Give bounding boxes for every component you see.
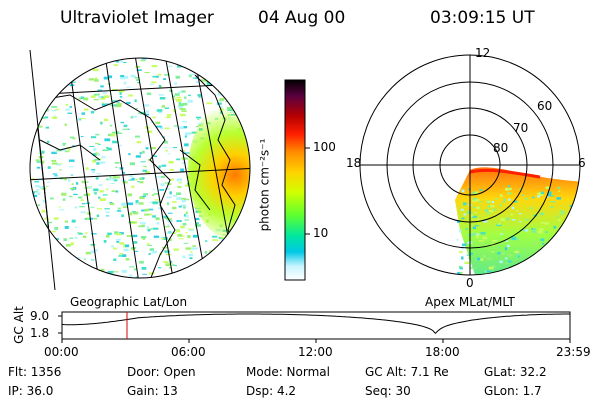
apex-caption: Apex MLat/MLT <box>425 295 515 309</box>
mlat-label-70: 70 <box>513 121 529 135</box>
mlat-label-60: 60 <box>537 99 553 113</box>
info-glon: GLon: 1.7 <box>484 384 542 398</box>
altitude-x-ticks <box>58 315 571 343</box>
altitude-ytick-9: 9.0 <box>30 309 50 323</box>
info-dsp: Dsp: 4.2 <box>246 384 297 398</box>
geographic-image <box>30 58 250 278</box>
time-label: 03:09:15 UT <box>430 8 535 28</box>
mlt-label-12: 12 <box>475 46 491 60</box>
info-gain: Gain: 13 <box>127 384 178 398</box>
info-glat: GLat: 32.2 <box>484 365 547 379</box>
altitude-curve <box>61 313 570 335</box>
colorbar-tick-label-100: 100 <box>313 140 336 154</box>
mlt-label-18: 18 <box>346 156 362 170</box>
altitude-xtick-0000: 00:00 <box>44 345 79 359</box>
mlt-label-6: 6 <box>578 156 586 170</box>
date-label: 04 Aug 00 <box>258 8 346 28</box>
colorbar-unit-label: photon cm⁻²s⁻¹ <box>257 138 272 232</box>
info-ip: IP: 36.0 <box>8 384 54 398</box>
altitude-xtick-2359: 23:59 <box>556 345 591 359</box>
map-frame-left <box>29 49 56 291</box>
altitude-xtick-0600: 06:00 <box>171 345 206 359</box>
altitude-xtick-1200: 12:00 <box>298 345 333 359</box>
altitude-xtick-1800: 18:00 <box>425 345 460 359</box>
geographic-caption: Geographic Lat/Lon <box>70 295 188 309</box>
altitude-plot-frame <box>61 311 571 340</box>
mlat-label-80: 80 <box>493 141 509 155</box>
app-title: Ultraviolet Imager <box>60 8 214 28</box>
info-mode: Mode: Normal <box>246 365 330 379</box>
globe-outline <box>29 57 251 279</box>
info-flt: Flt: 1356 <box>8 365 62 379</box>
polar-grid <box>359 54 581 276</box>
altitude-ytick-1-8: 1.8 <box>30 326 50 340</box>
altitude-ylabel: GC Alt <box>11 306 26 344</box>
colorbar <box>284 79 306 281</box>
info-gc-alt: GC Alt: 7.1 Re <box>365 365 449 379</box>
apex-polar-image <box>455 167 580 275</box>
info-seq: Seq: 30 <box>365 384 411 398</box>
colorbar-tick-label-10: 10 <box>313 226 329 240</box>
mlt-label-0: 0 <box>466 276 474 290</box>
info-door: Door: Open <box>127 365 196 379</box>
